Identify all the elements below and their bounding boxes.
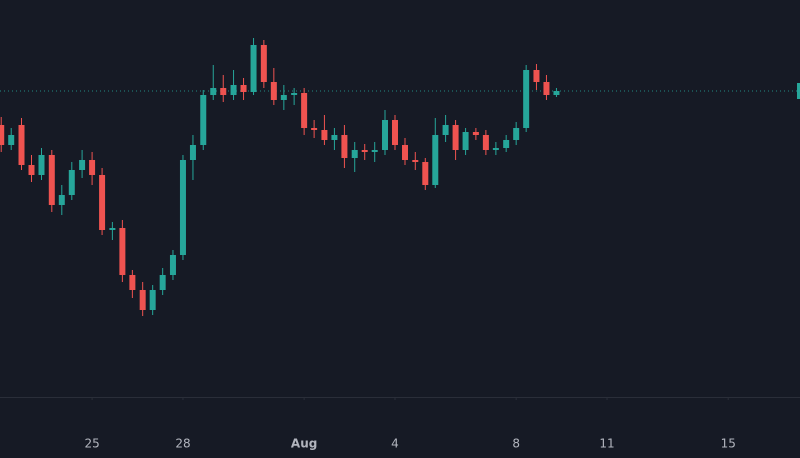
candle-body (0, 125, 5, 145)
candle-body (401, 145, 408, 160)
candle-body (341, 135, 348, 158)
candle-body (18, 125, 25, 165)
x-tick-label: 4 (391, 437, 399, 451)
x-tick-label: 25 (84, 437, 99, 451)
candle-body (351, 150, 358, 158)
candle-body (462, 132, 469, 150)
candle-body (179, 160, 186, 255)
candle-body (129, 275, 136, 290)
candle-body (48, 155, 55, 205)
x-tick-label: 11 (599, 437, 614, 451)
candle-body (8, 135, 15, 145)
x-tick-label: 15 (721, 437, 736, 451)
candle-body (311, 128, 318, 130)
candle-body (382, 120, 389, 150)
candle-body (301, 93, 308, 128)
candle-body (442, 125, 449, 135)
candle-body (543, 82, 550, 95)
candle-body (291, 93, 298, 95)
candle-body (280, 95, 287, 100)
x-tick-label: 28 (175, 437, 190, 451)
candle-body (109, 228, 116, 230)
candle-body (321, 130, 328, 140)
candle-body (331, 135, 338, 140)
candle-body (482, 135, 489, 150)
candle-body (159, 275, 166, 290)
candle-body (58, 195, 65, 205)
candle-body (422, 162, 429, 185)
candle-body (189, 145, 196, 160)
candle-body (452, 125, 459, 150)
last-price-marker (797, 83, 800, 99)
candle-body (169, 255, 176, 275)
candle-body (371, 150, 378, 152)
candle-body (553, 91, 560, 95)
candle-body (533, 70, 540, 82)
candle-body (149, 290, 156, 310)
candle-body (28, 165, 35, 175)
candle-body (240, 85, 247, 92)
candle-body (79, 160, 86, 170)
candle-body (119, 228, 126, 275)
candle-body (139, 290, 146, 310)
candle-body (492, 148, 499, 150)
candle-body (260, 45, 267, 82)
x-tick-label: Aug (291, 437, 317, 451)
candle-body (68, 170, 75, 195)
candle-body (270, 82, 277, 100)
candle-body (99, 175, 106, 230)
candle-body (210, 88, 217, 95)
candle-body (38, 155, 45, 175)
candle-body (503, 140, 510, 148)
candle-body (392, 120, 399, 145)
x-tick-label: 8 (512, 437, 520, 451)
candle-body (250, 45, 257, 92)
candle-body (220, 88, 227, 95)
candle-body (513, 128, 520, 140)
candle-body (361, 150, 368, 152)
candle-body (230, 85, 237, 95)
candle-body (89, 160, 96, 175)
candle-body (523, 70, 530, 128)
candle-body (412, 160, 419, 162)
candle-body (432, 135, 439, 185)
candle-body (200, 95, 207, 145)
candle-body (472, 132, 479, 135)
